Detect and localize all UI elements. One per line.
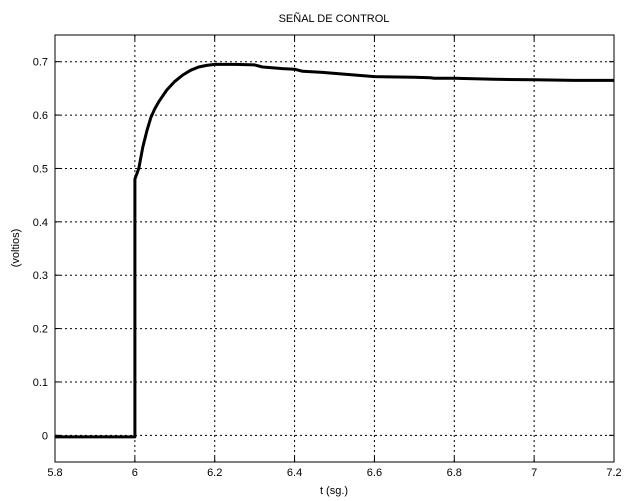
x-tick-label: 6.2 — [207, 467, 222, 479]
y-tick-label: 0.6 — [33, 110, 48, 122]
x-tick-label: 6.6 — [367, 467, 382, 479]
plot-border — [54, 34, 615, 463]
y-tick-label: 0.7 — [33, 57, 48, 69]
x-tick-labels: 5.8 6 6.2 6.4 6.6 6.8 7 7.2 — [47, 467, 621, 479]
x-tick-label: 7 — [531, 467, 537, 479]
plot-area — [55, 35, 614, 462]
x-tick-label: 6.4 — [287, 467, 302, 479]
x-tick-label: 5.8 — [47, 467, 62, 479]
x-axis-label: t (sg.) — [320, 485, 348, 497]
y-axis-label: (voltios) — [10, 229, 22, 268]
y-tick-label: 0.1 — [33, 377, 48, 389]
x-tick-label: 6 — [132, 467, 138, 479]
signal-line — [55, 62, 614, 439]
grid-lines — [55, 35, 614, 462]
y-tick-label: 0.3 — [33, 270, 48, 282]
y-tick-label: 0.5 — [33, 163, 48, 175]
x-tick-label: 7.2 — [606, 467, 621, 479]
y-tick-label: 0.2 — [33, 324, 48, 336]
chart-title: SEÑAL DE CONTROL — [279, 12, 390, 25]
y-tick-labels: 0 0.1 0.2 0.3 0.4 0.5 0.6 0.7 — [33, 57, 48, 443]
tick-marks — [54, 35, 615, 462]
y-tick-label: 0 — [42, 430, 48, 442]
x-tick-label: 6.8 — [447, 467, 462, 479]
data-layer — [55, 62, 614, 439]
y-tick-label: 0.4 — [33, 217, 48, 229]
